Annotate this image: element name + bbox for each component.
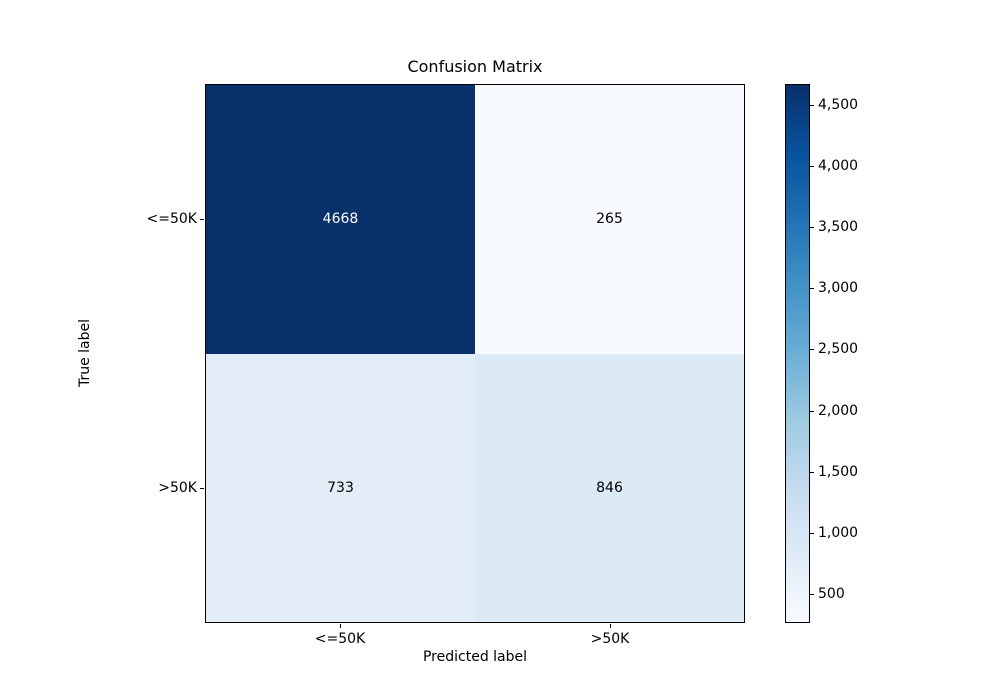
y-axis-label: True label xyxy=(77,318,93,388)
cell-value: 4668 xyxy=(322,211,359,228)
colorbar-tick-mark xyxy=(810,533,814,534)
cell-value: 733 xyxy=(327,479,354,496)
colorbar-tick-label: 500 xyxy=(818,586,845,602)
y-tick-label: >50K xyxy=(158,480,197,496)
cell-value: 265 xyxy=(596,211,623,228)
x-tick-mark xyxy=(340,624,341,628)
x-tick-label: <=50K xyxy=(314,631,366,647)
y-tick-mark xyxy=(200,219,204,220)
colorbar-tick-mark xyxy=(810,472,814,473)
colorbar-tick-mark xyxy=(810,288,814,289)
heatmap-grid: 4668 265 733 846 xyxy=(205,84,745,623)
x-axis-label: Predicted label xyxy=(422,649,528,665)
x-tick-mark xyxy=(610,624,611,628)
matrix-cell: 265 xyxy=(475,85,744,354)
colorbar-tick-mark xyxy=(810,105,814,106)
colorbar-tick-mark xyxy=(810,411,814,412)
colorbar-tick-label: 1,000 xyxy=(818,525,859,541)
matrix-cell: 733 xyxy=(206,353,475,622)
colorbar-gradient xyxy=(785,84,810,623)
colorbar-tick-mark xyxy=(810,349,814,350)
colorbar-tick-mark xyxy=(810,227,814,228)
matrix-cell: 4668 xyxy=(206,85,475,354)
chart-title: Confusion Matrix xyxy=(407,57,543,76)
y-tick-label: <=50K xyxy=(146,211,197,227)
colorbar-tick-label: 3,500 xyxy=(818,219,859,235)
colorbar-tick-label: 2,000 xyxy=(818,403,859,419)
colorbar-tick-label: 2,500 xyxy=(818,341,859,357)
colorbar-tick-label: 4,000 xyxy=(818,158,859,174)
matrix-cell: 846 xyxy=(475,353,744,622)
colorbar-tick-mark xyxy=(810,594,814,595)
x-tick-label: >50K xyxy=(590,631,630,647)
colorbar-tick-label: 4,500 xyxy=(818,97,859,113)
y-tick-mark xyxy=(200,488,204,489)
cell-value: 846 xyxy=(596,479,623,496)
colorbar-ticks: 500 1,000 1,500 2,000 2,500 3,000 3,500 4,000 4,… xyxy=(810,84,930,623)
colorbar-tick-mark xyxy=(810,166,814,167)
colorbar-tick-label: 3,000 xyxy=(818,280,859,296)
colorbar-tick-label: 1,500 xyxy=(818,464,859,480)
